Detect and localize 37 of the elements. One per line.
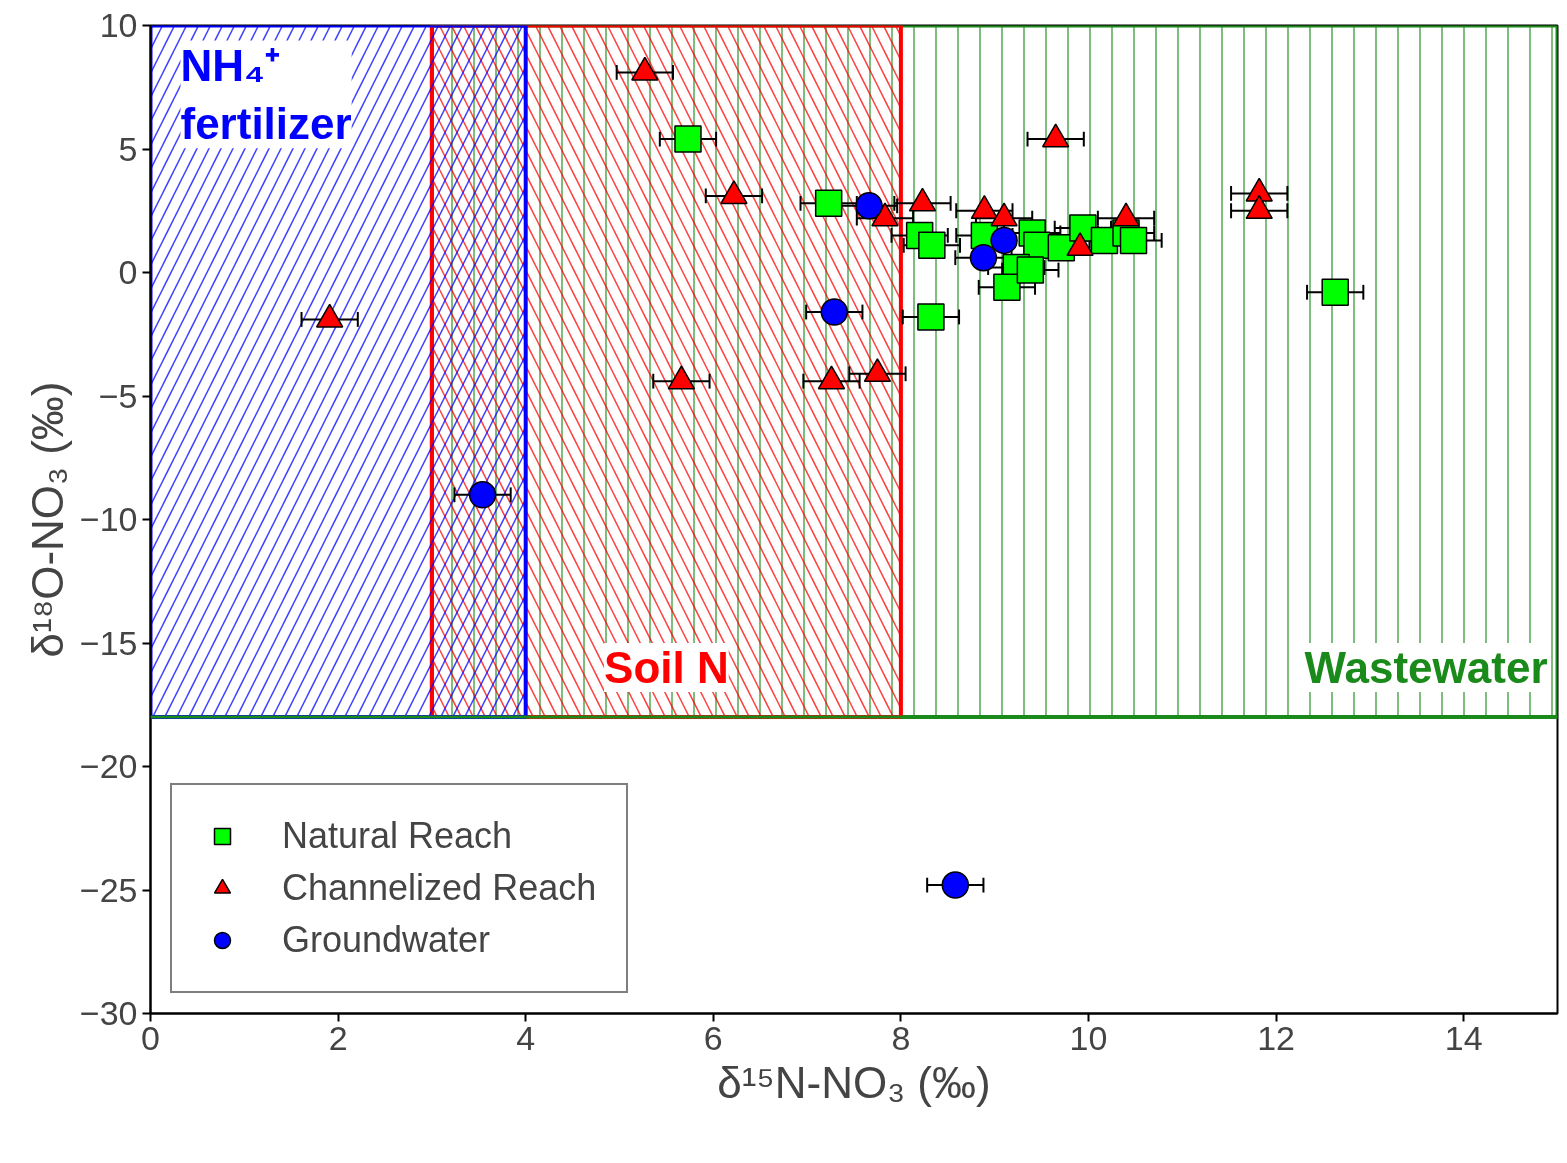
y-tick-label: 10 bbox=[99, 6, 138, 44]
y-tick-label: 5 bbox=[118, 129, 138, 168]
legend-label: Natural Reach bbox=[282, 815, 513, 857]
x-tick-label: 2 bbox=[328, 1018, 348, 1057]
point bbox=[917, 303, 945, 331]
y-tick-label: −20 bbox=[79, 747, 138, 785]
point bbox=[993, 273, 1021, 302]
band-label: NH₄⁺ fertilizer bbox=[180, 40, 352, 149]
x-tick-label: 8 bbox=[891, 1018, 911, 1057]
point bbox=[941, 871, 970, 899]
point bbox=[1119, 226, 1148, 255]
point bbox=[1321, 278, 1349, 307]
band-label: Wastewater bbox=[1304, 643, 1548, 693]
y-tick-label: 0 bbox=[118, 253, 138, 291]
x-tick-label: 12 bbox=[1257, 1018, 1296, 1057]
point bbox=[918, 231, 946, 260]
x-tick-label: 14 bbox=[1444, 1018, 1483, 1057]
legend-label: Groundwater bbox=[282, 919, 491, 961]
y-tick-label: −5 bbox=[98, 376, 138, 415]
point bbox=[814, 189, 843, 218]
x-axis-title: δ¹⁵N-NO₃ (‰) bbox=[717, 1057, 991, 1107]
x-tick-label: 10 bbox=[1069, 1018, 1108, 1057]
y-tick-label: −10 bbox=[79, 500, 138, 538]
y-tick-label: −30 bbox=[79, 994, 138, 1032]
point bbox=[990, 226, 1018, 255]
y-tick-label: −25 bbox=[79, 870, 138, 909]
y-axis-title: δ¹⁸O-NO₃ (‰) bbox=[22, 381, 72, 658]
point bbox=[969, 243, 998, 272]
point bbox=[468, 481, 497, 509]
x-tick-label: 6 bbox=[703, 1018, 723, 1057]
point bbox=[820, 298, 849, 326]
y-tick-label: −15 bbox=[79, 623, 138, 662]
x-tick-label: 4 bbox=[516, 1018, 536, 1057]
point bbox=[674, 125, 702, 153]
band-label: Soil N bbox=[604, 643, 729, 693]
point bbox=[1016, 256, 1045, 284]
legend-label: Channelized Reach bbox=[282, 867, 597, 909]
